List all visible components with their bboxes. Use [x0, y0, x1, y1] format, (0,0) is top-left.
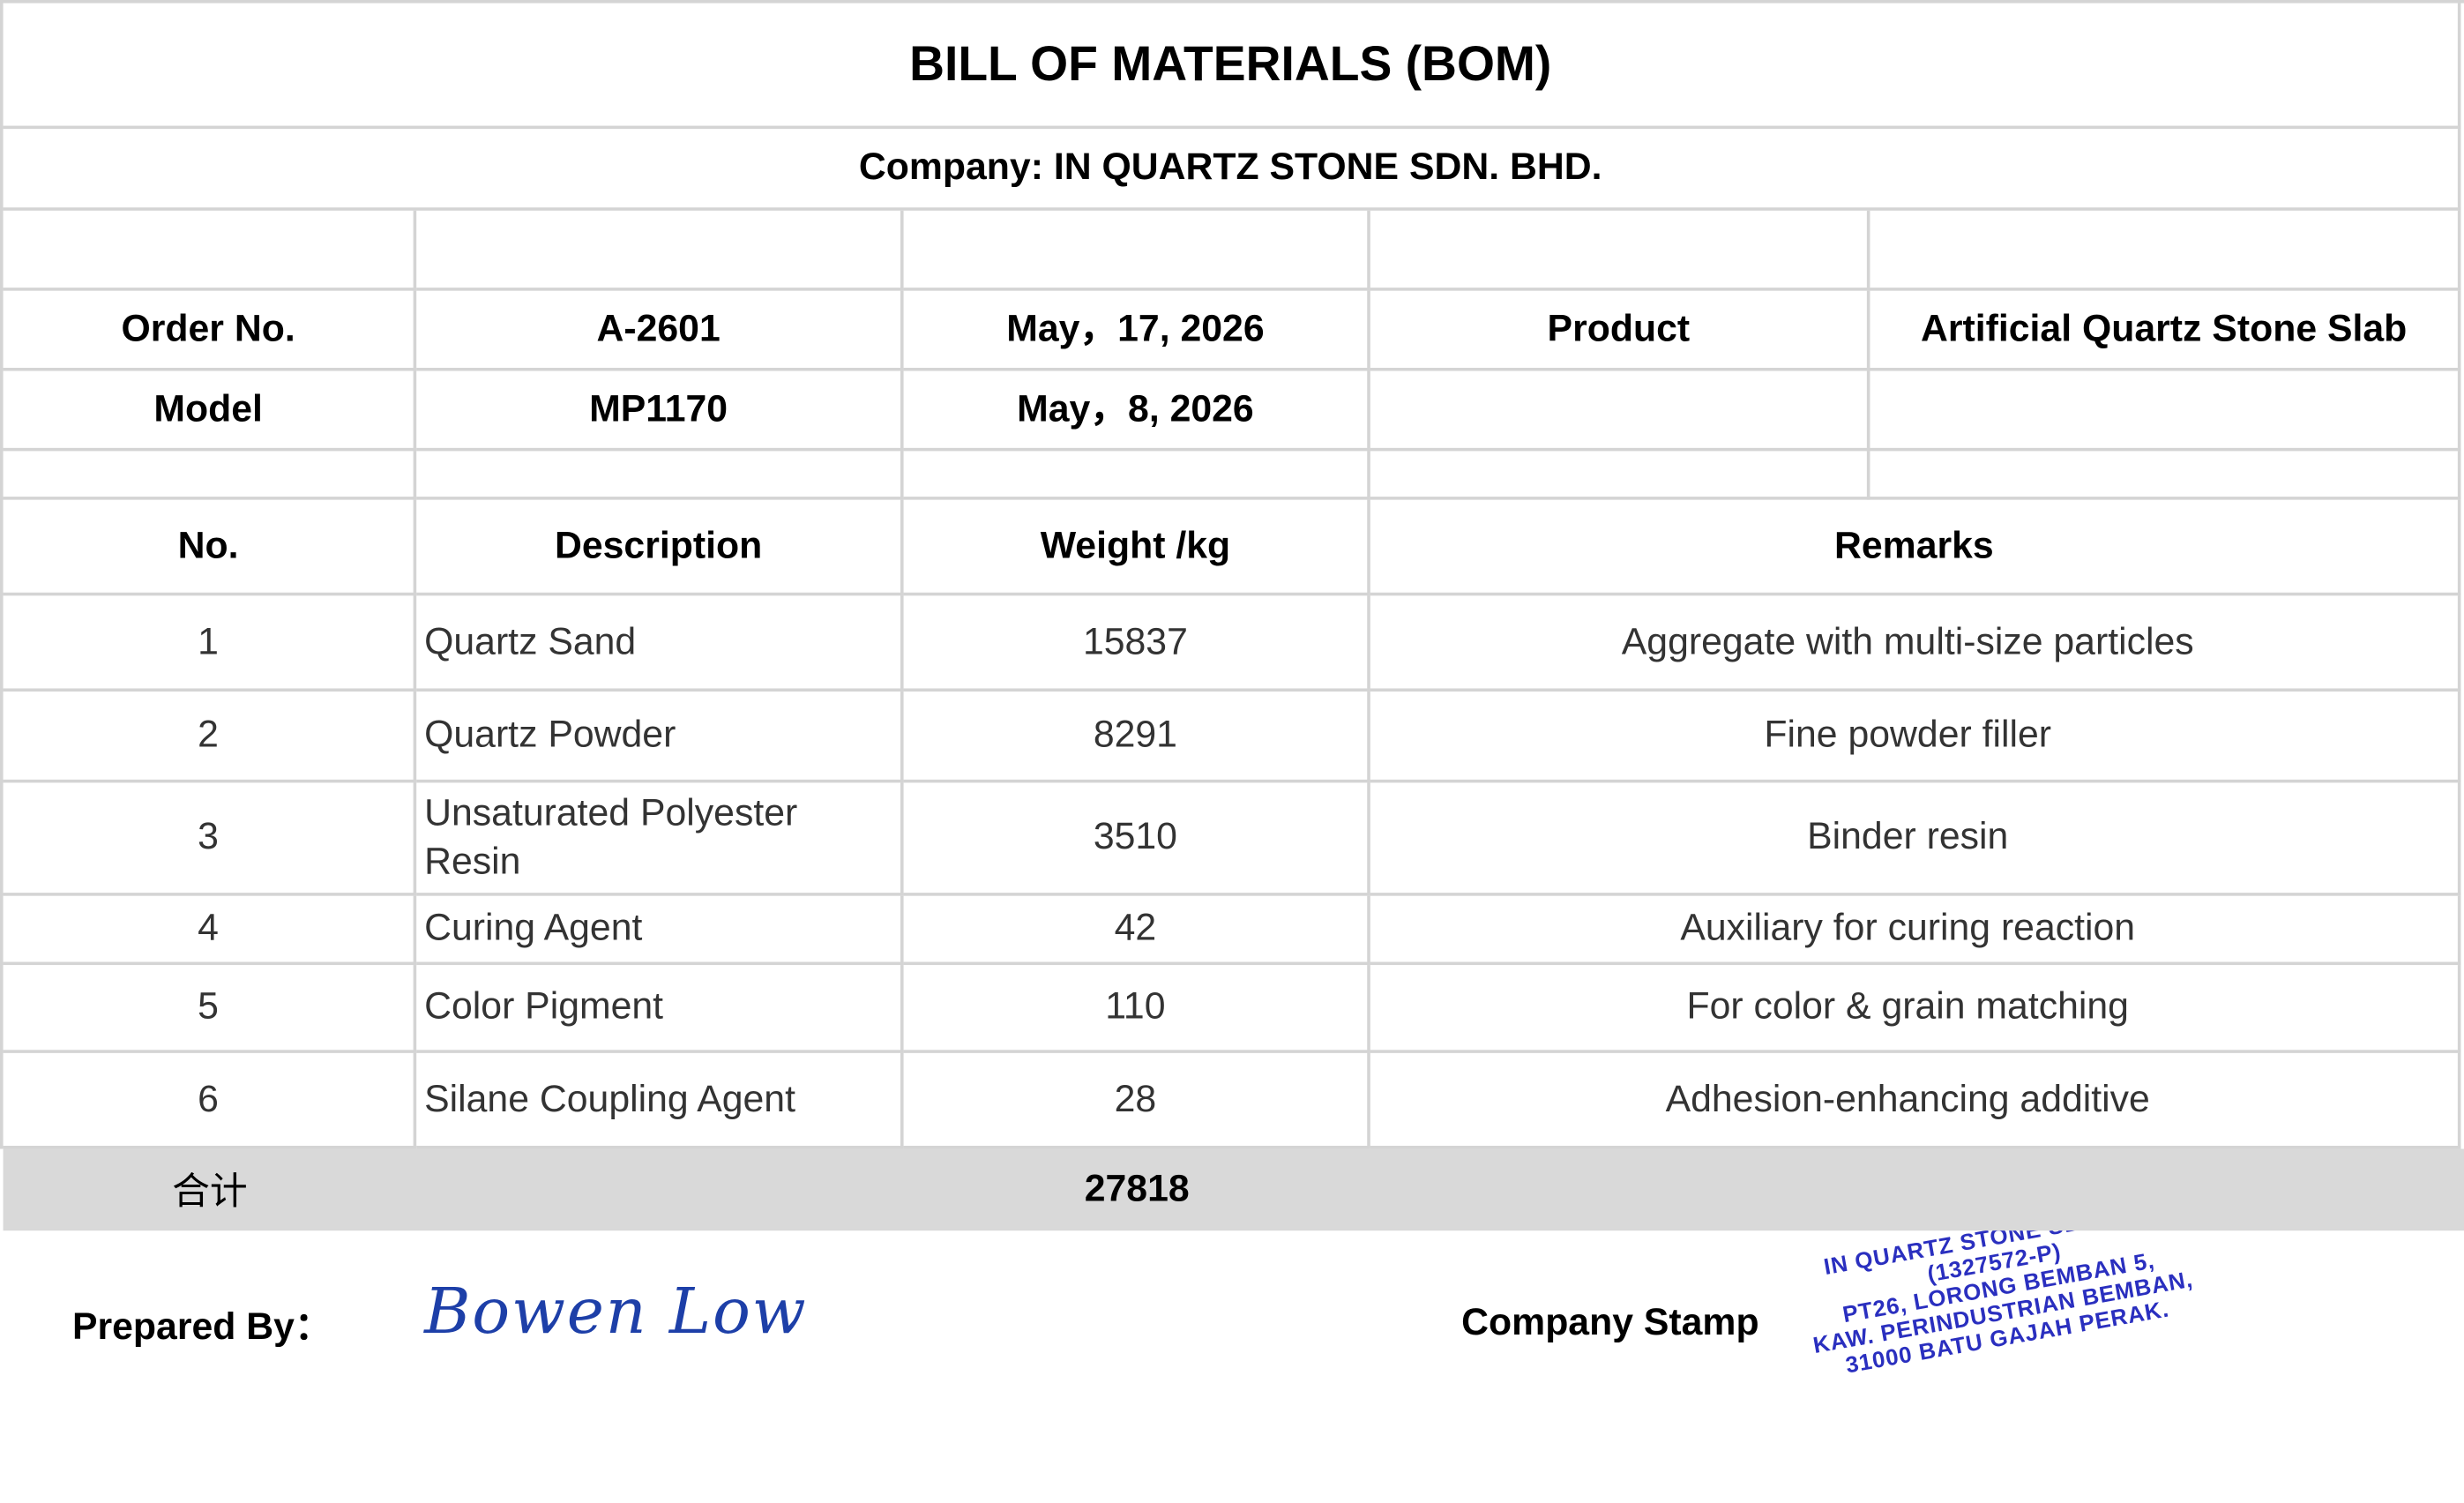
info-cell: May，8, 2026 [903, 370, 1370, 452]
table-cell: 4 [3, 895, 417, 966]
table-cell: 15837 [903, 595, 1370, 692]
info-cell: Model [3, 370, 417, 452]
info-cell [416, 210, 904, 291]
table-cell: Quartz Powder [416, 692, 904, 783]
table-cell: Binder resin [1370, 782, 2461, 896]
info-cell: A-2601 [416, 290, 904, 371]
table-cell: Unsaturated Polyester Resin [416, 782, 904, 896]
table-border [0, 0, 2464, 1149]
info-cell: Product [1370, 290, 1870, 371]
info-cell: Artificial Quartz Stone Slab [1870, 290, 2461, 371]
info-cell: Order No. [3, 290, 417, 371]
info-cell [903, 210, 1370, 291]
info-cell [1870, 451, 2461, 500]
stamp-label: Company Stamp [1461, 1301, 1759, 1344]
table-cell: Auxiliary for curing reaction [1370, 895, 2461, 966]
table-cell: For color & grain matching [1370, 965, 2461, 1053]
info-cell [3, 210, 417, 291]
total-value: 27818 [1084, 1168, 1190, 1211]
info-cell [3, 451, 417, 500]
title: BILL OF MATERIALS (BOM) [3, 3, 2461, 130]
table-cell: 110 [903, 965, 1370, 1053]
table-cell: 1 [3, 595, 417, 692]
table-cell: 8291 [903, 692, 1370, 783]
total-label: 合计 [172, 1171, 248, 1215]
info-cell [416, 451, 904, 500]
info-cell [903, 451, 1370, 500]
table-cell: Fine powder filler [1370, 692, 2461, 783]
table-cell: 6 [3, 1052, 417, 1149]
info-cell [1370, 370, 1870, 452]
info-cell [1870, 210, 2461, 291]
company-name: Company: IN QUARTZ STONE SDN. BHD. [3, 129, 2461, 211]
column-header: Description [416, 499, 904, 596]
column-header: Remarks [1370, 499, 2461, 596]
column-header: Weight /kg [903, 499, 1370, 596]
column-header: No. [3, 499, 417, 596]
info-cell [1370, 451, 1870, 500]
info-cell: May，17, 2026 [903, 290, 1370, 371]
info-cell: MP1170 [416, 370, 904, 452]
table-cell: 28 [903, 1052, 1370, 1149]
info-cell [1870, 370, 2461, 452]
table-cell: Curing Agent [416, 895, 904, 966]
table-cell: Aggregate with multi-size particles [1370, 595, 2461, 692]
table-cell: Silane Coupling Agent [416, 1052, 904, 1149]
table-cell: Adhesion-enhancing additive [1370, 1052, 2461, 1149]
info-cell [1370, 210, 1870, 291]
prepared-by-label: Prepared By： [71, 1305, 332, 1349]
table-cell: 2 [3, 692, 417, 783]
table-cell: Quartz Sand [416, 595, 904, 692]
table-cell: Color Pigment [416, 965, 904, 1053]
table-cell: 3 [3, 782, 417, 896]
total-row-bg [3, 1148, 2464, 1231]
table-cell: 42 [903, 895, 1370, 966]
signature: Bowen Low [424, 1275, 808, 1349]
table-cell: 3510 [903, 782, 1370, 896]
table-cell: 5 [3, 965, 417, 1053]
